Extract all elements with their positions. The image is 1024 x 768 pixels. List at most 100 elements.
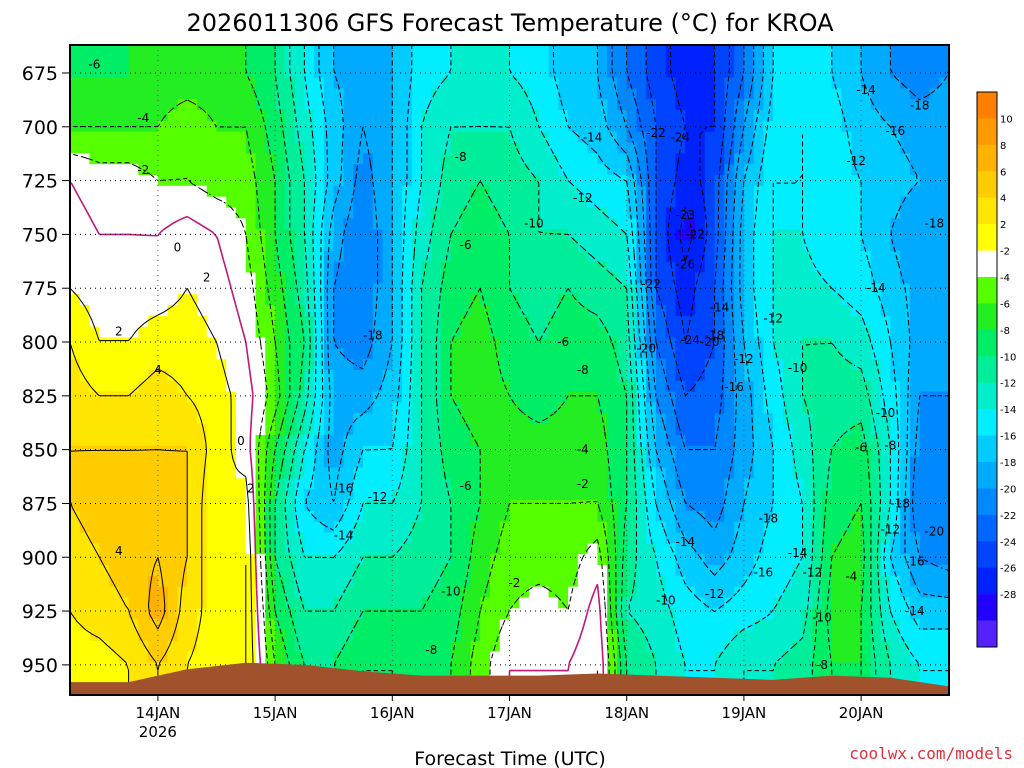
temperature-cell: [782, 413, 794, 425]
temperature-cell: [831, 543, 843, 555]
temperature-cell: [167, 250, 179, 263]
temperature-cell: [734, 272, 745, 284]
temperature-cell: [187, 326, 198, 339]
temperature-cell: [841, 510, 852, 523]
temperature-cell: [343, 391, 354, 404]
temperature-cell: [851, 630, 862, 642]
temperature-cell: [782, 651, 794, 664]
temperature-cell: [294, 630, 305, 642]
temperature-cell: [353, 77, 364, 89]
temperature-cell: [616, 45, 628, 57]
temperature-cell: [382, 164, 393, 176]
temperature-cell: [275, 586, 286, 599]
temperature-cell: [812, 662, 823, 674]
temperature-cell: [812, 45, 823, 57]
temperature-cell: [382, 543, 393, 555]
temperature-cell: [402, 478, 413, 490]
temperature-cell: [109, 164, 120, 176]
temperature-cell: [294, 283, 305, 295]
temperature-cell: [568, 120, 579, 133]
temperature-cell: [450, 77, 462, 89]
temperature-cell: [157, 315, 169, 328]
temperature-cell: [118, 153, 130, 165]
temperature-cell: [607, 651, 618, 664]
temperature-cell: [470, 608, 481, 620]
temperature-cell: [353, 630, 364, 642]
temperature-cell: [304, 370, 315, 382]
temperature-cell: [870, 229, 882, 241]
temperature-cell: [519, 565, 530, 577]
temperature-cell: [802, 435, 813, 447]
temperature-cell: [538, 196, 550, 209]
temperature-cell: [714, 651, 725, 664]
temperature-cell: [450, 575, 462, 588]
temperature-cell: [187, 597, 198, 609]
temperature-cell: [724, 337, 735, 349]
temperature-cell: [70, 586, 81, 599]
temperature-cell: [597, 326, 608, 339]
temperature-cell: [255, 261, 266, 274]
temperature-cell: [616, 456, 628, 469]
temperature-cell: [636, 218, 647, 230]
temperature-cell: [675, 478, 686, 490]
temperature-cell: [734, 597, 745, 609]
temperature-cell: [109, 380, 120, 393]
temperature-cell: [499, 640, 511, 653]
temperature-cell: [577, 456, 589, 469]
temperature-cell: [626, 250, 638, 263]
temperature-cell: [704, 435, 716, 447]
temperature-cell: [685, 283, 696, 295]
temperature-cell: [167, 99, 179, 111]
temperature-cell: [470, 45, 481, 57]
temperature-cell: [626, 586, 638, 599]
temperature-cell: [382, 565, 393, 577]
temperature-cell: [519, 315, 530, 328]
temperature-cell: [441, 456, 452, 469]
temperature-cell: [363, 608, 374, 620]
temperature-cell: [187, 164, 198, 176]
temperature-cell: [275, 640, 286, 653]
temperature-cell: [685, 608, 696, 620]
temperature-cell: [363, 630, 374, 642]
temperature-cell: [753, 315, 765, 328]
temperature-cell: [519, 175, 530, 187]
temperature-cell: [148, 597, 159, 609]
temperature-cell: [509, 348, 520, 360]
temperature-cell: [304, 283, 315, 295]
temperature-cell: [753, 45, 765, 57]
temperature-cell: [118, 500, 130, 512]
temperature-cell: [441, 500, 452, 512]
temperature-cell: [763, 673, 774, 685]
temperature-cell: [343, 500, 354, 512]
temperature-cell: [314, 380, 325, 393]
temperature-cell: [792, 272, 804, 284]
temperature-cell: [802, 229, 813, 241]
temperature-cell: [196, 110, 208, 122]
temperature-cell: [792, 391, 804, 404]
temperature-cell: [79, 478, 91, 490]
temperature-cell: [138, 478, 149, 490]
temperature-cell: [636, 337, 647, 349]
temperature-cell: [216, 283, 227, 295]
temperature-cell: [236, 131, 247, 144]
temperature-cell: [763, 489, 774, 501]
temperature-cell: [450, 586, 462, 599]
temperature-cell: [587, 554, 598, 566]
temperature-cell: [626, 402, 638, 414]
temperature-cell: [109, 489, 120, 501]
temperature-cell: [118, 543, 130, 555]
temperature-cell: [255, 55, 266, 68]
temperature-cell: [236, 651, 247, 664]
temperature-cell: [753, 272, 765, 284]
temperature-cell: [548, 261, 559, 274]
temperature-cell: [109, 88, 120, 100]
temperature-cell: [79, 240, 91, 252]
temperature-cell: [529, 640, 540, 653]
temperature-cell: [656, 500, 667, 512]
temperature-cell: [773, 413, 784, 425]
temperature-cell: [226, 640, 237, 653]
temperature-cell: [841, 185, 852, 198]
temperature-cell: [177, 305, 188, 317]
temperature-cell: [509, 586, 520, 599]
temperature-cell: [802, 510, 813, 523]
